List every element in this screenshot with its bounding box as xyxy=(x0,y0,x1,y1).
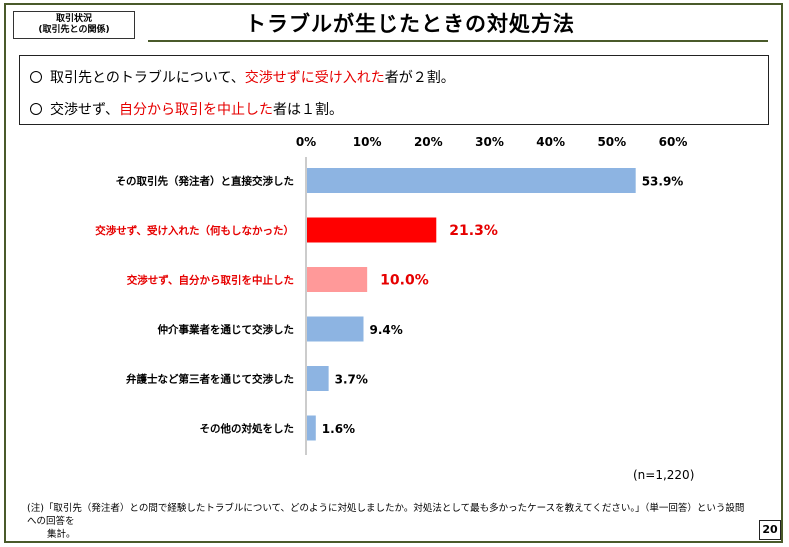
summary-2-highlight: 自分から取引を中止した xyxy=(119,102,274,118)
bullet-circle-icon xyxy=(30,103,42,115)
value-label: 21.3% xyxy=(449,223,498,239)
summary-box: 取引先とのトラブルについて、交渉せずに受け入れた者が２割。 交渉せず、自分から取… xyxy=(19,55,769,125)
summary-2-post: 者は１割。 xyxy=(273,102,344,118)
category-label: その他の対処をした xyxy=(200,422,295,435)
value-label: 53.9% xyxy=(642,175,684,189)
footnote: (注)「取引先（発注者）との間で経験したトラブルについて、どのように対処しました… xyxy=(27,502,747,541)
title-underline xyxy=(148,40,768,42)
slide-frame xyxy=(4,3,783,543)
summary-line-2: 交渉せず、自分から取引を中止した者は１割。 xyxy=(30,99,343,119)
bar xyxy=(307,415,316,441)
summary-2-pre: 交渉せず、 xyxy=(50,102,120,118)
category-label: 弁護士など第三者を通じて交渉した xyxy=(126,373,294,386)
category-label: 交渉せず、受け入れた（何もしなかった） xyxy=(95,224,294,237)
bar xyxy=(307,366,329,391)
x-tick-label: 40% xyxy=(536,135,565,149)
value-label: 10.0% xyxy=(380,273,429,289)
sample-size-note: (n=1,220) xyxy=(633,468,695,482)
x-tick-label: 10% xyxy=(353,135,382,149)
x-tick-label: 20% xyxy=(414,135,443,149)
summary-1-pre: 取引先とのトラブルについて、 xyxy=(50,70,245,86)
bullet-circle-icon xyxy=(30,71,42,83)
category-label: その取引先（発注者）と直接交渉した xyxy=(116,175,295,188)
page-number: 20 xyxy=(759,520,781,540)
x-tick-label: 50% xyxy=(597,135,626,149)
section-tag-line1: 取引状況 xyxy=(55,14,92,24)
summary-line-1: 取引先とのトラブルについて、交渉せずに受け入れた者が２割。 xyxy=(30,67,455,87)
value-label: 3.7% xyxy=(335,373,368,387)
section-tag: 取引状況 (取引先との関係) xyxy=(13,11,135,39)
bar xyxy=(307,217,437,243)
bar xyxy=(307,267,368,292)
page-title: トラブルが生じたときの対処方法 xyxy=(245,12,575,36)
summary-1-post: 者が２割。 xyxy=(384,70,455,86)
x-tick-label: 60% xyxy=(659,135,688,149)
bar xyxy=(307,168,636,193)
value-label: 1.6% xyxy=(322,422,355,436)
value-label: 9.4% xyxy=(369,323,402,337)
bar xyxy=(307,316,364,342)
x-tick-label: 0% xyxy=(296,135,316,149)
footnote-line-2: 集計。 xyxy=(47,529,76,540)
x-tick-label: 30% xyxy=(475,135,504,149)
footnote-line-1: (注)「取引先（発注者）との間で経験したトラブルについて、どのように対処しました… xyxy=(27,503,745,527)
category-label: 交渉せず、自分から取引を中止した xyxy=(127,274,294,287)
section-tag-line2: (取引先との関係) xyxy=(38,25,110,35)
summary-1-highlight: 交渉せずに受け入れた xyxy=(244,70,385,86)
category-label: 仲介事業者を通じて交渉した xyxy=(158,323,295,336)
